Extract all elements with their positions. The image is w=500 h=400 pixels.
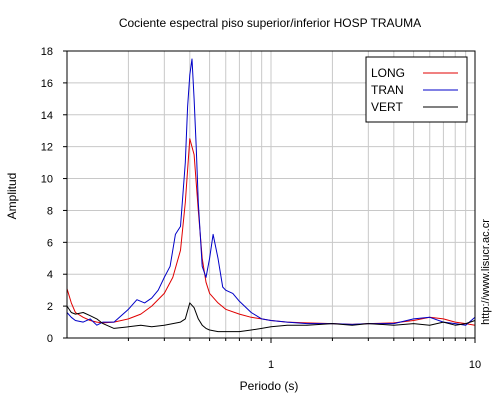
legend-label-long: LONG [371,66,405,80]
legend-box [365,56,468,123]
series-lines [66,58,476,333]
y-tick-label: 6 [47,237,53,249]
y-tick-label: 12 [41,142,53,154]
legend: LONG TRAN VERT [365,56,468,123]
series-line-tran [66,58,476,326]
y-tick-label: 8 [47,205,53,217]
legend-label-vert: VERT [371,100,403,114]
x-tick-label: 10 [469,359,481,371]
series-line-vert [66,302,476,333]
grid-lines [67,50,475,339]
y-tick-label: 14 [41,110,53,122]
y-tick-label: 16 [41,78,53,90]
y-tick-label: 10 [41,174,53,186]
y-axis-label: Amplitud [5,173,19,220]
x-axis-label: Periodo (s) [240,379,299,393]
chart-title: Cociente espectral piso superior/inferio… [119,16,421,30]
y-tick-label: 18 [41,46,53,58]
axis-ticks: 0 2 4 6 8 10 12 14 16 18 1 10 [41,46,481,371]
y-tick-label: 2 [47,301,53,313]
website-watermark: http://www.lisucr.ac.cr [480,219,492,325]
y-tick-label: 4 [47,269,53,281]
x-tick-label: 1 [268,359,274,371]
legend-label-tran: TRAN [371,83,404,97]
y-tick-label: 0 [47,333,53,345]
